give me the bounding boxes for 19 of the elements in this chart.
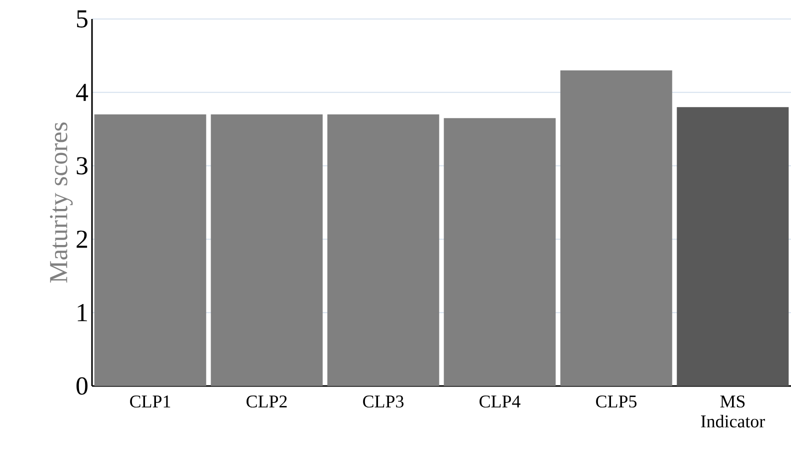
bar — [210, 114, 323, 386]
x-tick-label: MS Indicator — [701, 396, 765, 428]
bar — [444, 118, 556, 386]
bar — [676, 107, 789, 386]
y-tick-label: 5 — [77, 10, 88, 28]
y-tick-label: 4 — [76, 84, 88, 101]
x-tick-label: CLP1 — [130, 396, 170, 408]
y-tick-label: 1 — [78, 304, 87, 322]
y-axis-title: Maturity scores — [50, 122, 73, 283]
y-tick-label: 2 — [76, 230, 88, 248]
x-tick-label: CLP2 — [246, 396, 287, 408]
bar — [327, 114, 440, 386]
y-tick-label: 0 — [76, 377, 88, 395]
bar — [94, 114, 206, 386]
bar — [560, 70, 672, 386]
y-tick-label: 3 — [76, 157, 88, 174]
x-tick-label: CLP5 — [596, 396, 636, 408]
x-tick-label: CLP3 — [363, 396, 404, 408]
x-tick-label: CLP4 — [480, 396, 520, 408]
